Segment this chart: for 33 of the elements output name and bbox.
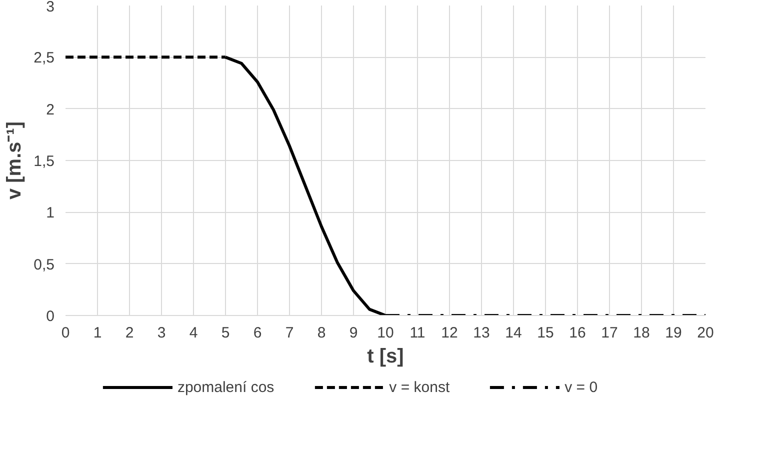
x-tick-label: 14 bbox=[505, 324, 522, 342]
x-tick-label: 2 bbox=[125, 324, 134, 342]
x-tick-label: 20 bbox=[697, 324, 714, 342]
x-tick-label: 9 bbox=[349, 324, 358, 342]
y-tick-label: 0 bbox=[46, 308, 54, 325]
x-tick-label: 7 bbox=[285, 324, 294, 342]
y-tick-label: 2,5 bbox=[34, 50, 55, 67]
y-axis-title: v [m.s⁻¹] bbox=[4, 121, 26, 200]
x-axis-title: t [s] bbox=[367, 346, 404, 368]
x-tick-label: 8 bbox=[317, 324, 326, 342]
y-tick-label: 3 bbox=[46, 0, 54, 16]
y-tick-label: 1,5 bbox=[34, 153, 55, 170]
y-tick-label: 2 bbox=[46, 101, 54, 118]
x-tick-label: 6 bbox=[253, 324, 262, 342]
legend-label: v = konst bbox=[389, 378, 450, 396]
x-tick-label: 12 bbox=[441, 324, 458, 342]
x-tick-label: 11 bbox=[410, 324, 426, 342]
x-tick-label: 15 bbox=[537, 324, 554, 342]
x-tick-label: 18 bbox=[633, 324, 650, 342]
x-tick-label: 16 bbox=[569, 324, 586, 342]
legend-label: zpomalení cos bbox=[177, 378, 274, 396]
legend-label: v = 0 bbox=[564, 378, 598, 396]
x-tick-label: 3 bbox=[157, 324, 166, 342]
x-tick-label: 19 bbox=[665, 324, 682, 342]
x-tick-label: 10 bbox=[377, 324, 394, 342]
x-tick-label: 1 bbox=[93, 324, 102, 342]
x-tick-label: 4 bbox=[189, 324, 198, 342]
x-tick-label: 13 bbox=[473, 324, 490, 342]
y-tick-label: 0,5 bbox=[34, 256, 55, 274]
x-tick-label: 5 bbox=[221, 324, 230, 342]
x-tick-label: 0 bbox=[61, 324, 70, 342]
x-tick-label: 17 bbox=[601, 324, 618, 342]
y-tick-label: 1 bbox=[46, 204, 54, 222]
